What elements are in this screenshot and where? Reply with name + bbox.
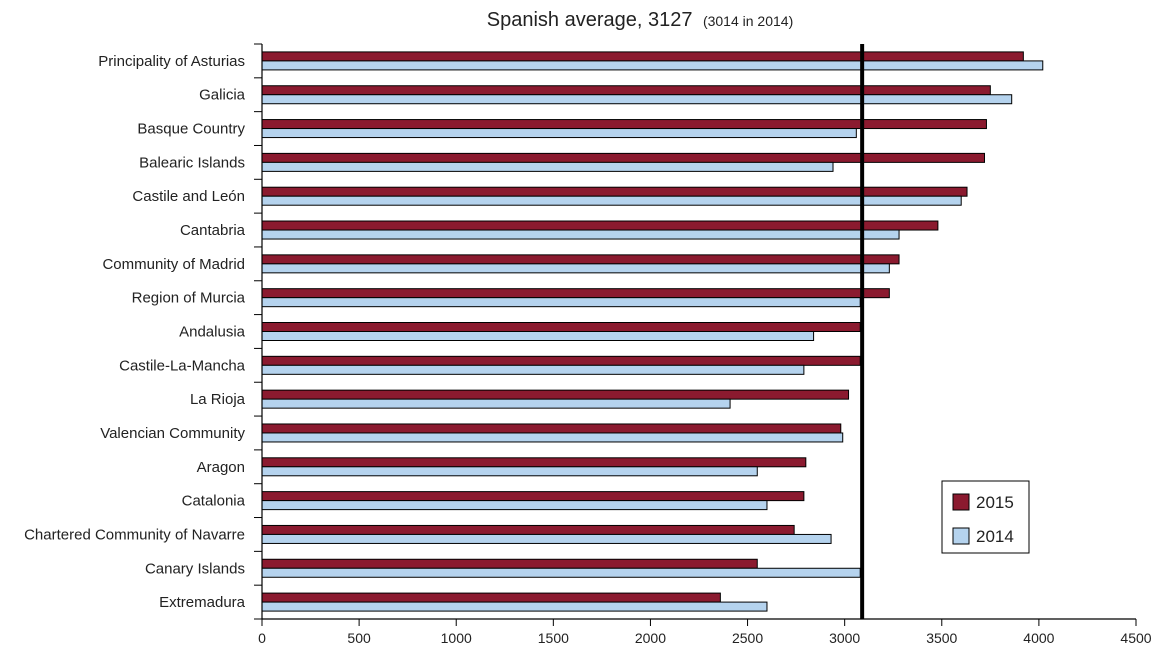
- bar-2014: [261, 94, 1013, 105]
- bar-2015: [261, 355, 861, 366]
- bar-2014: [261, 466, 758, 477]
- category-label: Valencian Community: [100, 425, 245, 442]
- category-label: Aragon: [197, 459, 245, 476]
- legend-swatch-2014: [952, 527, 970, 545]
- bar-2015: [261, 457, 807, 468]
- x-tick-label: 1000: [441, 630, 472, 646]
- bar-2014: [261, 60, 1044, 71]
- bar-2015: [261, 85, 991, 96]
- bar-2015: [261, 254, 900, 265]
- chart-title-text: Spanish average, 3127 (3014 in 2014): [487, 9, 793, 31]
- category-label: Chartered Community of Navarre: [24, 526, 245, 543]
- bar-2015: [261, 389, 850, 400]
- category-label: Extremadura: [159, 594, 246, 611]
- category-label: La Rioja: [190, 391, 246, 408]
- x-tick-label: 500: [347, 630, 371, 646]
- bar-2015: [261, 524, 795, 535]
- legend-label-2015: 2015: [976, 493, 1014, 512]
- legend-label-2014: 2014: [976, 527, 1014, 546]
- bar-2014: [261, 364, 805, 375]
- legend: 2015 2014: [941, 480, 1030, 554]
- legend-swatch-2015: [952, 493, 970, 511]
- bar-2014: [261, 263, 890, 274]
- x-tick-label: 4000: [1023, 630, 1054, 646]
- bar-2014: [261, 500, 768, 511]
- chart-title-main: Spanish average, 3127: [487, 9, 693, 31]
- x-tick-label: 0: [258, 630, 266, 646]
- category-label: Basque Country: [137, 121, 245, 138]
- category-label: Castile-La-Mancha: [119, 357, 246, 374]
- bar-2015: [261, 558, 758, 569]
- x-tick-label: 3500: [926, 630, 957, 646]
- chart-title: Spanish average, 3127 (3014 in 2014): [487, 9, 793, 31]
- bar-2015: [261, 51, 1024, 62]
- bar-2015: [261, 322, 861, 332]
- category-label: Balearic Islands: [139, 154, 245, 171]
- chart-title-sub: (3014 in 2014): [703, 13, 793, 29]
- bar-2014: [261, 432, 844, 443]
- x-tick-label: 2000: [635, 630, 666, 646]
- category-label: Principality of Asturias: [98, 53, 245, 70]
- x-tick-label: 4500: [1120, 630, 1151, 646]
- category-label: Catalonia: [182, 493, 246, 510]
- bar-2014: [261, 398, 731, 409]
- bar-2014: [261, 128, 857, 139]
- axes: Principality of Asturias Galicia Basque Co…: [24, 43, 1152, 646]
- category-label: Canary Islands: [145, 560, 245, 577]
- bar-2015: [261, 491, 805, 502]
- bar-2015: [261, 423, 842, 434]
- bars-layer: [261, 51, 1044, 612]
- category-label: Galicia: [199, 87, 246, 104]
- bar-2014: [261, 533, 832, 544]
- bar-2015: [261, 119, 987, 130]
- category-label: Castile and León: [132, 188, 245, 205]
- bar-2015: [261, 152, 986, 163]
- x-tick-label: 3000: [829, 630, 860, 646]
- x-tick-label: 1500: [538, 630, 569, 646]
- category-label: Andalusia: [179, 324, 246, 341]
- category-label: Community of Madrid: [102, 256, 245, 273]
- bar-2014: [261, 601, 768, 612]
- bar-2015: [261, 220, 939, 231]
- bar-2014: [261, 161, 834, 172]
- bar-2014: [261, 195, 962, 206]
- bar-2014: [261, 229, 900, 240]
- bar-2015: [261, 592, 721, 603]
- bar-2014: [261, 297, 861, 308]
- category-label: Region of Murcia: [132, 290, 246, 307]
- x-tick-label: 2500: [732, 630, 763, 646]
- bar-2014: [261, 331, 815, 341]
- bar-2014: [261, 567, 861, 578]
- bar-2015: [261, 288, 890, 299]
- category-label: Cantabria: [180, 222, 246, 239]
